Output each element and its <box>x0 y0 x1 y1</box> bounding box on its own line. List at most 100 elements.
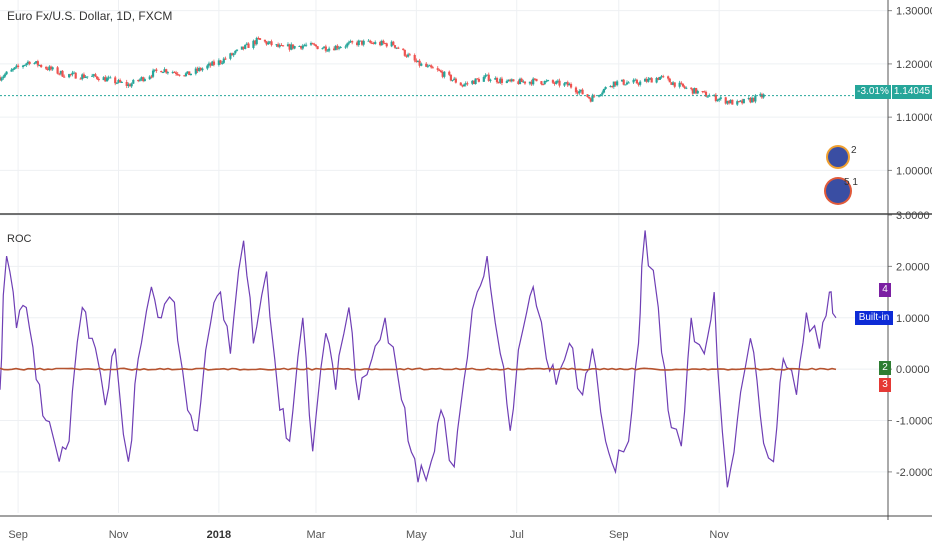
candle-body <box>74 72 77 79</box>
candle-body <box>574 87 578 93</box>
candle-body <box>413 54 416 61</box>
roc-line <box>0 230 837 488</box>
y-tick-label: 1.10000 <box>896 112 932 124</box>
candle-body <box>509 79 512 82</box>
event-marker-2[interactable]: 5 1 <box>826 177 868 209</box>
candle-body <box>81 74 84 80</box>
candle-body <box>104 77 107 82</box>
candle-body <box>321 48 324 50</box>
x-tick-label: Nov <box>709 529 729 541</box>
event-marker-1[interactable]: 2 <box>828 145 868 171</box>
candle-body <box>558 80 561 86</box>
candle-body <box>382 40 385 44</box>
y-tick-label: 1.30000 <box>896 6 932 18</box>
candle-body <box>309 43 313 45</box>
candle-body <box>451 79 454 81</box>
candle-body <box>183 75 186 77</box>
candle-body <box>644 78 647 82</box>
candle-body <box>173 72 176 74</box>
candle-body <box>591 95 594 102</box>
candle-body <box>581 89 584 95</box>
candle-body <box>482 76 485 82</box>
candle-body <box>566 82 569 86</box>
candle-body <box>336 45 339 49</box>
candle-body <box>40 64 43 68</box>
candle-body <box>634 79 637 81</box>
candle-body <box>645 78 648 82</box>
candle-body <box>174 72 178 74</box>
candle-body <box>128 84 132 87</box>
candle-body <box>576 92 579 94</box>
candle-body <box>59 70 62 74</box>
candle-body <box>614 81 617 86</box>
candle-body <box>704 91 708 97</box>
y-tick-label: -2.0000 <box>896 467 932 479</box>
candle-body <box>438 69 441 71</box>
candle-body <box>701 91 704 93</box>
candle-body <box>105 78 109 82</box>
price-candles <box>0 36 765 107</box>
candle-body <box>402 48 405 50</box>
candle-body <box>609 86 612 88</box>
candle-body <box>505 81 508 83</box>
candle-body <box>155 69 158 71</box>
candle-body <box>685 87 688 89</box>
candle-body <box>142 77 145 82</box>
candle-body <box>462 84 466 87</box>
candle-body <box>517 81 520 85</box>
candle-body <box>518 78 522 85</box>
candle-body <box>311 43 314 45</box>
candle-body <box>741 100 744 104</box>
candle-body <box>494 78 497 80</box>
candle-body <box>752 97 755 102</box>
candle-body <box>624 84 627 86</box>
candle-body <box>726 100 729 104</box>
candle-body <box>188 71 191 76</box>
candle-body <box>487 74 490 81</box>
candle-body <box>622 79 625 85</box>
candle-body <box>257 37 260 39</box>
candle-body <box>286 44 290 47</box>
candle-body <box>749 98 752 103</box>
candle-body <box>546 80 550 82</box>
candle-body <box>107 77 110 79</box>
candle-body <box>522 81 525 83</box>
candle-body <box>120 81 123 83</box>
candle-body <box>372 42 375 45</box>
candle-body <box>56 67 59 74</box>
candle-body <box>718 98 721 101</box>
candle-body <box>555 81 558 84</box>
candle-body <box>367 40 370 42</box>
candle-body <box>346 43 349 47</box>
candle-body <box>291 44 295 49</box>
candle-body <box>17 65 20 67</box>
candle-body <box>242 46 245 49</box>
candle-body <box>472 80 476 85</box>
candle-body <box>46 68 49 70</box>
candle-body <box>449 74 453 81</box>
roc-baseline-line <box>0 367 837 371</box>
candle-body <box>611 86 614 88</box>
candle-body <box>569 83 573 88</box>
candle-body <box>673 82 676 87</box>
x-tick-label: Nov <box>109 529 129 541</box>
candle-body <box>627 82 630 84</box>
price-badge-pct: -3.01% <box>855 85 891 99</box>
candle-body <box>224 58 227 60</box>
candle-body <box>540 81 543 85</box>
candle-body <box>267 42 270 45</box>
candle-body <box>301 45 304 49</box>
indicator-label-builtin: Built-in <box>855 311 893 325</box>
candle-body <box>681 83 685 87</box>
candle-body <box>3 74 7 77</box>
candle-body <box>58 73 61 75</box>
roc-pane-title: ROC <box>7 233 32 245</box>
candle-body <box>324 46 327 51</box>
candle-body <box>601 92 604 95</box>
candle-body <box>12 68 15 70</box>
candle-body <box>150 76 153 78</box>
candle-body <box>206 65 209 69</box>
candle-body <box>339 47 342 49</box>
candle-body <box>464 83 467 85</box>
candle-body <box>747 98 750 100</box>
